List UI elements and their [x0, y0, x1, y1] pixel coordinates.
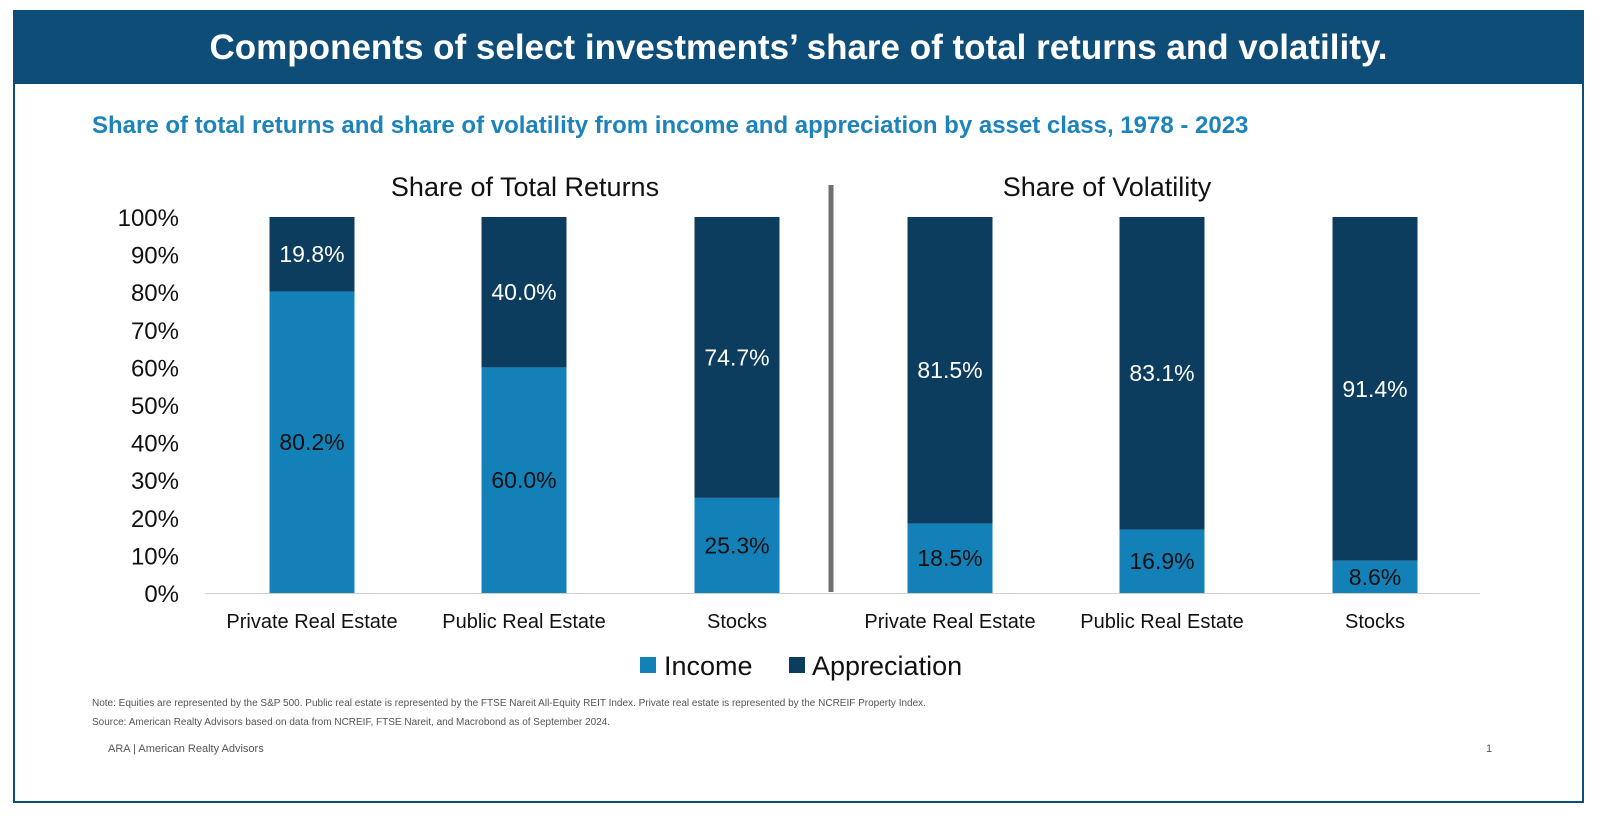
data-label: 80.2% — [279, 429, 344, 455]
y-tick-label: 40% — [131, 431, 179, 458]
data-label: 16.9% — [1129, 548, 1194, 574]
bar-income — [694, 497, 780, 593]
data-label: 83.1% — [1129, 360, 1194, 386]
data-label: 25.3% — [704, 532, 769, 558]
page-title: Components of select investments’ share … — [15, 12, 1582, 84]
data-label: 40.0% — [491, 279, 556, 305]
bar-appreciation — [1119, 217, 1205, 530]
data-label: 81.5% — [917, 357, 982, 383]
data-label: 74.7% — [704, 344, 769, 370]
y-tick-label: 20% — [131, 506, 179, 533]
bar-appreciation — [694, 217, 780, 498]
x-tick-label: Stocks — [1345, 611, 1405, 633]
legend-swatch-appreciation — [789, 657, 805, 673]
chart-note: Note: Equities are represented by the S&… — [92, 698, 926, 709]
x-tick-label: Private Real Estate — [226, 611, 397, 633]
bar-income — [907, 523, 993, 593]
bar-income — [1119, 529, 1205, 593]
y-tick-label: 50% — [131, 393, 179, 420]
data-label: 60.0% — [491, 467, 556, 493]
bar-appreciation — [481, 217, 567, 368]
bar-income — [1332, 560, 1418, 593]
x-tick-label: Public Real Estate — [442, 611, 605, 633]
bar-income — [269, 291, 355, 593]
data-label: 91.4% — [1342, 376, 1407, 402]
y-tick-label: 70% — [131, 318, 179, 345]
y-tick-label: 30% — [131, 468, 179, 495]
data-label: 19.8% — [279, 241, 344, 267]
bar-appreciation — [1332, 217, 1418, 561]
chart-source: Source: American Realty Advisors based o… — [92, 717, 611, 728]
legend-label: Appreciation — [812, 651, 962, 681]
panel-title: Share of Total Returns — [391, 172, 659, 202]
bar-appreciation — [907, 217, 993, 524]
legend-label: Income — [664, 651, 753, 681]
y-tick-label: 60% — [131, 355, 179, 382]
y-tick-label: 80% — [131, 280, 179, 307]
x-tick-label: Private Real Estate — [864, 611, 1035, 633]
bar-appreciation — [269, 217, 355, 292]
data-label: 8.6% — [1349, 564, 1401, 590]
bar-income — [481, 367, 567, 593]
legend-swatch-income — [640, 657, 656, 673]
y-tick-label: 100% — [118, 205, 179, 232]
x-tick-label: Public Real Estate — [1080, 611, 1243, 633]
y-tick-label: 90% — [131, 243, 179, 270]
data-label: 18.5% — [917, 545, 982, 571]
x-tick-label: Stocks — [707, 611, 767, 633]
footer-company: ARA | American Realty Advisors — [108, 743, 264, 755]
page-number: 1 — [1486, 743, 1493, 755]
chart-subtitle: Share of total returns and share of vola… — [92, 112, 1249, 139]
y-tick-label: 0% — [144, 581, 179, 608]
y-tick-label: 10% — [131, 543, 179, 570]
panel-title: Share of Volatility — [1003, 172, 1212, 202]
